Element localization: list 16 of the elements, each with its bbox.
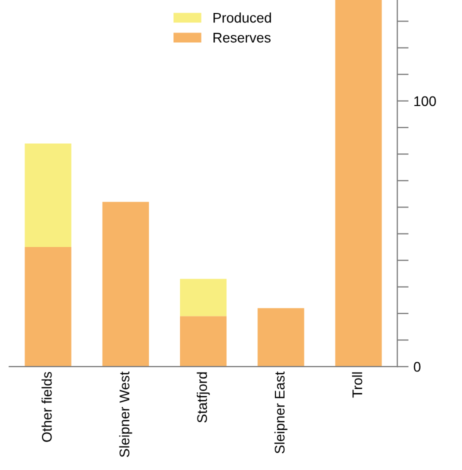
bar [180, 278, 227, 316]
bar [258, 308, 304, 367]
bar [102, 202, 149, 367]
legend-label: Produced [214, 12, 271, 23]
x-tick-label: Statfjord [196, 372, 210, 423]
x-tick-label: Sleipner West [119, 372, 132, 458]
bar [24, 247, 72, 367]
legend-label: Reserves [214, 32, 271, 43]
bar [24, 143, 72, 248]
y-tick-label: 100 [414, 96, 436, 106]
bar [180, 316, 227, 367]
x-tick-label: Sleipner East [274, 372, 288, 454]
x-tick-label: Troll [352, 372, 362, 398]
bar [335, 0, 382, 367]
y-tick-label: 0 [414, 362, 420, 372]
x-tick-label: Other fields [42, 372, 52, 442]
